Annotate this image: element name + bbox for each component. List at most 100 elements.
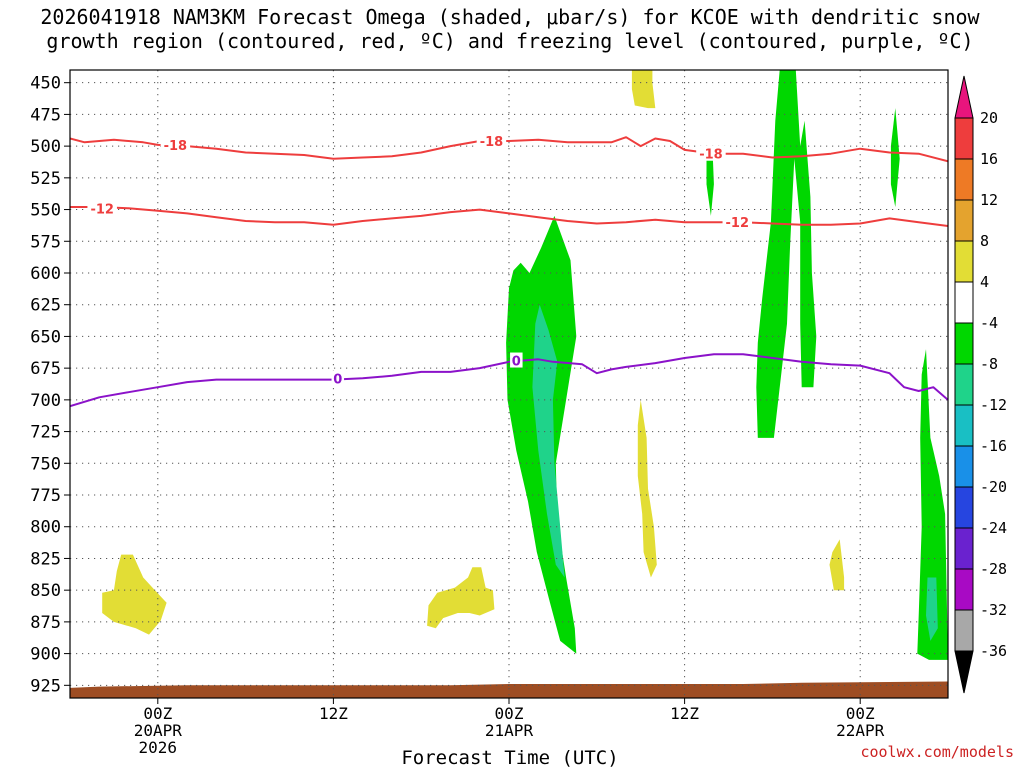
freezing-level-contour	[70, 353, 948, 408]
colorbar-label-8: -12	[980, 396, 1007, 414]
y-tick-label-475: 475	[30, 105, 61, 125]
colorbar-bottom-triangle	[954, 650, 974, 694]
isotherm-contour-minus18-label-bg-2	[476, 133, 507, 149]
colorbar-label-9: -16	[980, 437, 1007, 455]
isotherm-contour-minus12-label-2: -12	[726, 216, 750, 231]
colorbar-label-7: -8	[980, 355, 998, 373]
freezing-level-contour-label-1: 0	[333, 372, 342, 387]
y-tick-label-650: 650	[30, 327, 61, 347]
y-tick-label-550: 550	[30, 201, 61, 221]
y-tick-label-600: 600	[30, 264, 61, 284]
y-tick-label-700: 700	[30, 391, 61, 411]
y-tick-label-500: 500	[30, 137, 61, 157]
colorbar-label-6: -4	[980, 314, 998, 332]
colorbar-label-1: 20	[980, 109, 998, 127]
omega-region-downward-10	[631, 70, 656, 109]
isotherm-contour-minus18	[70, 136, 948, 163]
isotherm-contour-minus12-label-bg-2	[722, 214, 753, 230]
credit-text: coolwx.com/models	[860, 743, 1014, 761]
y-tick-label-525: 525	[30, 169, 61, 189]
x-tick-label-36-line-1: 12Z	[670, 704, 699, 723]
colorbar-bin-5	[954, 281, 974, 324]
colorbar-bin-10	[954, 486, 974, 529]
colorbar-label-13: -32	[980, 601, 1007, 619]
colorbar-label-5: 4	[980, 273, 989, 291]
colorbar-bin-3	[954, 199, 974, 242]
colorbar-label-10: -20	[980, 478, 1007, 496]
colorbar-label-2: 16	[980, 150, 998, 168]
y-tick-label-450: 450	[30, 74, 61, 94]
isotherm-contour-minus12	[70, 206, 948, 227]
colorbar-label-11: -24	[980, 519, 1007, 537]
x-tick-label-0-line-1: 00Z	[143, 704, 172, 723]
omega-region-upward-5	[890, 108, 900, 207]
colorbar-label-4: 8	[980, 232, 989, 250]
colorbar-bin-12	[954, 568, 974, 611]
gridlines	[70, 70, 948, 698]
x-tick-label-48-line-2: 22APR	[836, 721, 885, 740]
colorbar-bin-2	[954, 158, 974, 201]
colorbar-label-3: 12	[980, 191, 998, 209]
pressure-axis: 450 475 500 525 550 575 600 625 650 675 700 725 750 7…	[30, 74, 70, 696]
omega-region-upward-4	[706, 146, 714, 216]
y-tick-label-775: 775	[30, 486, 61, 506]
colorbar: 20 16 12 8 4 -4 -8 -12 -16 -20 -24 -28 -32 -36	[954, 75, 1007, 694]
omega-region-downward-9	[427, 567, 495, 629]
isotherm-contour-minus12-label-bg-1	[87, 200, 117, 216]
isotherm-contour-minus18-label-bg-3	[696, 145, 726, 161]
y-tick-label-925: 925	[30, 676, 61, 696]
x-tick-label-12-line-1: 12Z	[319, 704, 348, 723]
isotherm-contour-minus12-label-1: -12	[90, 202, 114, 217]
y-tick-label-900: 900	[30, 645, 61, 665]
contours: -18 -18 -18 -12 -12 0 0	[70, 133, 948, 408]
y-tick-label-625: 625	[30, 296, 61, 316]
omega-region-downward-11	[637, 399, 657, 578]
colorbar-bin-9	[954, 445, 974, 488]
colorbar-top-triangle	[954, 75, 974, 119]
x-tick-label-0-line-3: 2026	[139, 738, 178, 757]
y-tick-label-875: 875	[30, 613, 61, 633]
y-tick-label-725: 725	[30, 423, 61, 443]
contour-lines	[70, 136, 948, 408]
x-tick-label-24-line-1: 00Z	[495, 704, 524, 723]
y-tick-label-750: 750	[30, 454, 61, 474]
omega-shading	[70, 70, 948, 698]
omega-region-downward-8	[102, 554, 167, 635]
colorbar-bin-8	[954, 404, 974, 447]
plot-area	[70, 70, 948, 698]
isotherm-contour-minus18-label-1: -18	[164, 139, 188, 154]
chart-title-line-1: 2026041918 NAM3KM Forecast Omega (shaded…	[40, 5, 980, 29]
colorbar-bin-7	[954, 363, 974, 406]
colorbar-bin-13	[954, 609, 974, 652]
omega-region-upward-3	[756, 70, 817, 438]
colorbar-bin-6	[954, 322, 974, 365]
omega-region-downward-12	[829, 539, 845, 591]
isotherm-contour-minus18-label-bg-1	[160, 136, 191, 152]
omega-region-upward-2	[532, 304, 565, 578]
isotherm-contour-minus18-label-3: -18	[699, 148, 723, 163]
x-tick-label-24-line-2: 21APR	[485, 721, 534, 740]
x-tick-label-0-line-2: 20APR	[134, 721, 183, 740]
x-axis-label: Forecast Time (UTC)	[401, 747, 618, 768]
terrain-fill	[70, 681, 948, 698]
colorbar-label-12: -28	[980, 560, 1007, 578]
y-tick-label-675: 675	[30, 359, 61, 379]
freezing-level-contour-label-2: 0	[512, 355, 521, 370]
isotherm-contour-minus18-label-2: -18	[480, 135, 504, 150]
omega-region-upward-6	[917, 349, 948, 660]
y-tick-label-850: 850	[30, 581, 61, 601]
colorbar-label-14: -36	[980, 642, 1007, 660]
x-tick-label-48-line-1: 00Z	[846, 704, 875, 723]
y-tick-label-800: 800	[30, 518, 61, 538]
omega-region-upward-7	[926, 577, 938, 641]
colorbar-bin-1	[954, 117, 974, 160]
colorbar-bin-11	[954, 527, 974, 570]
y-tick-label-825: 825	[30, 549, 61, 569]
chart-title-line-2: growth region (contoured, red, ºC) and f…	[46, 29, 973, 53]
freezing-level-contour-label-bg-1	[331, 370, 345, 386]
freezing-level-contour-label-bg-2	[510, 352, 523, 368]
y-tick-label-575: 575	[30, 232, 61, 252]
colorbar-bin-4	[954, 240, 974, 283]
